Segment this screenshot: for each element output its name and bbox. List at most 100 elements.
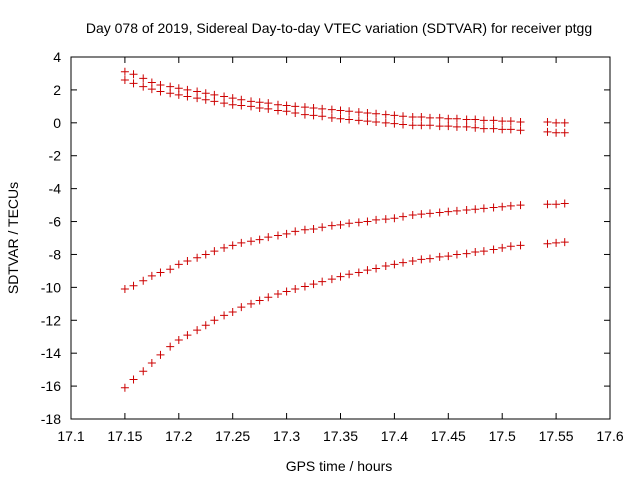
data-point bbox=[354, 108, 363, 117]
data-point bbox=[354, 268, 363, 277]
data-point bbox=[282, 229, 291, 238]
data-point bbox=[300, 110, 309, 119]
data-point bbox=[390, 119, 399, 128]
x-tick-label: 17.4 bbox=[381, 428, 408, 444]
data-point bbox=[156, 268, 165, 277]
data-point bbox=[452, 206, 461, 215]
data-point bbox=[425, 209, 434, 218]
data-point bbox=[498, 117, 507, 126]
data-point bbox=[498, 202, 507, 211]
data-point bbox=[300, 282, 309, 291]
series-satellite-4 bbox=[120, 238, 569, 392]
data-point bbox=[489, 245, 498, 254]
data-point bbox=[220, 311, 229, 320]
data-point bbox=[425, 254, 434, 263]
data-point bbox=[408, 257, 417, 266]
data-point bbox=[210, 316, 219, 325]
data-point bbox=[516, 126, 525, 135]
data-point bbox=[147, 359, 156, 368]
y-tick-label: -2 bbox=[49, 148, 62, 164]
data-point bbox=[435, 113, 444, 122]
chart-title: Day 078 of 2019, Sidereal Day-to-day VTE… bbox=[86, 20, 592, 36]
data-point bbox=[425, 121, 434, 130]
data-point bbox=[560, 118, 569, 127]
data-point bbox=[147, 85, 156, 94]
data-point bbox=[247, 299, 256, 308]
data-point bbox=[417, 121, 426, 130]
x-tick-label: 17.45 bbox=[431, 428, 466, 444]
data-point bbox=[471, 247, 480, 256]
series-satellite-2 bbox=[120, 76, 569, 137]
x-tick-label: 17.55 bbox=[539, 428, 574, 444]
y-tick-label: -8 bbox=[49, 246, 62, 262]
data-point bbox=[399, 212, 408, 221]
data-point bbox=[318, 277, 327, 286]
data-point bbox=[479, 124, 488, 133]
data-point bbox=[479, 247, 488, 256]
data-point bbox=[444, 207, 453, 216]
y-tick-label: 4 bbox=[53, 49, 61, 65]
data-point bbox=[479, 116, 488, 125]
y-tick-label: 2 bbox=[53, 82, 61, 98]
y-tick-label: -6 bbox=[49, 214, 62, 230]
data-point bbox=[318, 112, 327, 121]
data-point bbox=[228, 100, 237, 109]
data-point bbox=[264, 233, 273, 242]
data-point bbox=[408, 121, 417, 130]
data-point bbox=[372, 109, 381, 118]
data-point bbox=[309, 224, 318, 233]
data-point bbox=[543, 117, 552, 126]
data-point bbox=[336, 114, 345, 123]
data-point bbox=[291, 285, 300, 294]
data-point bbox=[489, 203, 498, 212]
y-tick-label: 0 bbox=[53, 115, 61, 131]
plot-frame bbox=[70, 56, 611, 420]
x-tick-label: 17.3 bbox=[273, 428, 300, 444]
data-point bbox=[139, 367, 148, 376]
data-point bbox=[291, 227, 300, 236]
data-markers bbox=[120, 67, 569, 392]
data-point bbox=[399, 112, 408, 121]
x-tick-label: 17.15 bbox=[107, 428, 142, 444]
data-point bbox=[552, 118, 561, 127]
data-point bbox=[147, 271, 156, 280]
data-point bbox=[399, 258, 408, 267]
series-satellite-3 bbox=[120, 199, 569, 294]
data-point bbox=[220, 99, 229, 108]
data-point bbox=[318, 104, 327, 113]
data-point bbox=[506, 201, 515, 210]
data-point bbox=[309, 280, 318, 289]
data-point bbox=[201, 250, 210, 259]
data-point bbox=[327, 105, 336, 114]
data-point bbox=[193, 326, 202, 335]
data-point bbox=[237, 303, 246, 312]
y-tick-label: -4 bbox=[49, 181, 62, 197]
x-tick-label: 17.6 bbox=[596, 428, 623, 444]
data-point bbox=[435, 208, 444, 217]
data-point bbox=[543, 239, 552, 248]
data-point bbox=[516, 201, 525, 210]
y-tick-label: -16 bbox=[41, 378, 61, 394]
data-point bbox=[201, 95, 210, 104]
data-point bbox=[336, 106, 345, 115]
data-point bbox=[408, 113, 417, 122]
y-axis-label: SDTVAR / TECUs bbox=[5, 182, 21, 294]
data-point bbox=[210, 97, 219, 106]
data-point bbox=[363, 217, 372, 226]
data-point bbox=[129, 375, 138, 384]
data-point bbox=[506, 117, 515, 126]
data-point bbox=[237, 101, 246, 110]
data-point bbox=[560, 199, 569, 208]
data-point bbox=[552, 200, 561, 209]
data-point bbox=[390, 111, 399, 120]
data-point bbox=[174, 90, 183, 99]
data-point bbox=[381, 110, 390, 119]
data-point bbox=[506, 125, 515, 134]
data-point bbox=[318, 223, 327, 232]
data-point bbox=[183, 92, 192, 101]
data-point bbox=[193, 94, 202, 103]
data-point bbox=[390, 260, 399, 269]
data-point bbox=[291, 108, 300, 117]
data-point bbox=[336, 272, 345, 281]
